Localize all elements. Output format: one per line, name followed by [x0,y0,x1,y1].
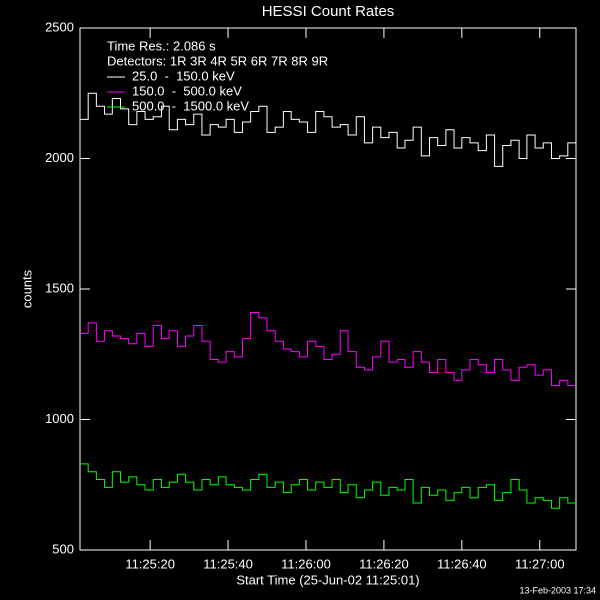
y-tick-label: 1000 [45,411,74,426]
x-tick-label: 11:25:20 [125,556,175,571]
x-tick-label: 11:25:40 [203,556,253,571]
legend-note: Time Res.: 2.086 s [107,38,216,53]
series-line [80,463,576,509]
legend-label: 500.0 - 1500.0 keV [132,98,249,113]
y-tick-label: 2000 [45,150,74,165]
series-line [80,92,576,167]
y-tick-label: 1500 [45,280,74,295]
y-tick-label: 500 [52,541,74,556]
footer: 13-Feb-2003 17:34 [519,585,596,595]
series-line [80,311,576,387]
y-axis-label: counts [19,269,34,308]
legend-note: Detectors: 1R 3R 4R 5R 6R 7R 8R 9R [107,53,328,68]
x-axis-label: Start Time (25-Jun-02 11:25:01) [236,572,419,587]
y-tick-label: 2500 [45,19,74,34]
legend-label: 150.0 - 500.0 keV [132,83,242,98]
x-tick-label: 11:26:40 [437,556,487,571]
x-tick-label: 11:27:00 [515,556,565,571]
x-tick-label: 11:26:20 [359,556,409,571]
legend-label: 25.0 - 150.0 keV [132,68,235,83]
chart-title: HESSI Count Rates [262,3,395,20]
x-tick-label: 11:26:00 [281,556,331,571]
